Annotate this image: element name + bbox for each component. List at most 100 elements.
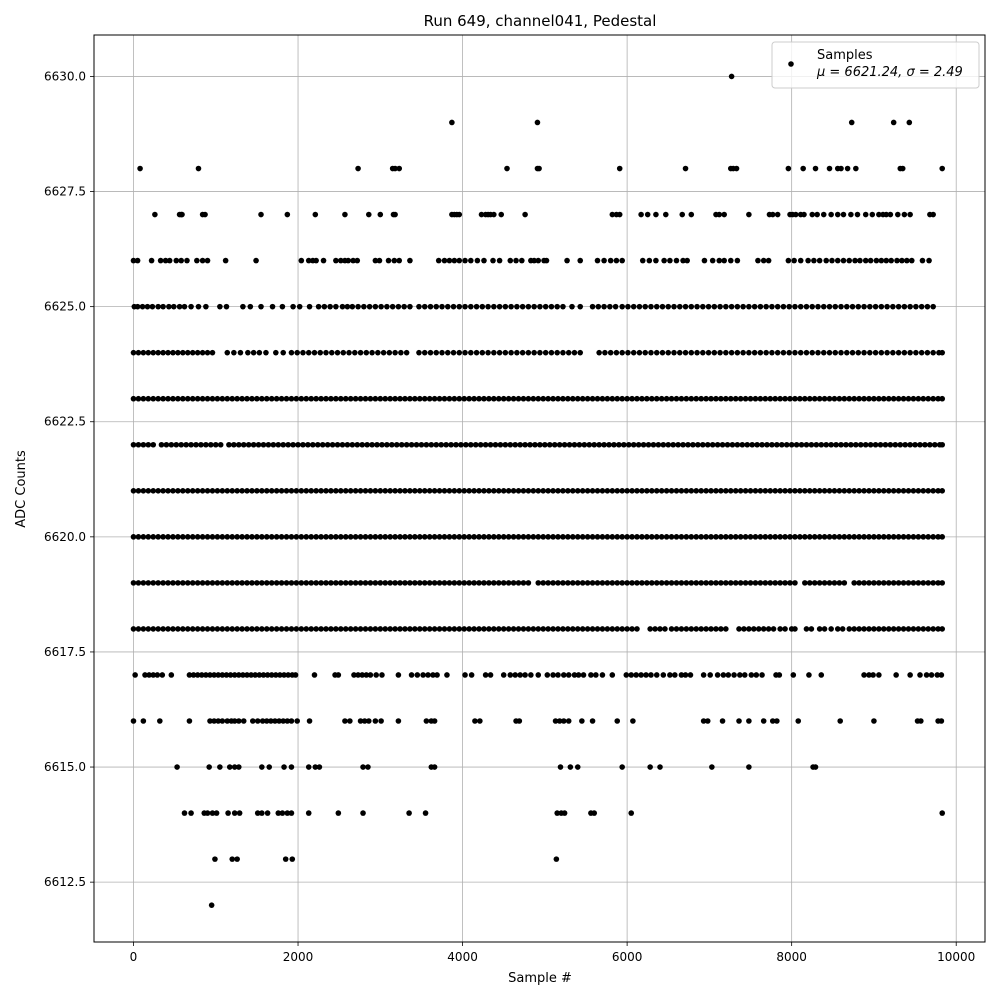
data-point xyxy=(339,303,346,310)
data-point xyxy=(468,303,474,310)
data-point xyxy=(616,211,623,218)
data-point xyxy=(194,395,201,402)
data-point xyxy=(663,580,670,586)
data-point xyxy=(471,626,477,632)
data-point xyxy=(910,395,917,402)
data-point xyxy=(471,580,477,586)
data-point xyxy=(905,488,912,494)
data-point xyxy=(662,211,669,218)
data-point xyxy=(932,441,938,448)
data-point xyxy=(277,672,283,678)
data-point xyxy=(754,441,760,448)
data-point xyxy=(361,303,367,310)
data-point xyxy=(565,349,572,356)
data-point xyxy=(800,165,806,172)
data-point xyxy=(387,534,393,540)
data-point xyxy=(522,441,528,448)
data-point xyxy=(895,395,902,402)
data-point xyxy=(682,672,689,678)
data-point xyxy=(333,257,339,264)
data-point xyxy=(444,672,450,678)
data-point xyxy=(472,718,478,724)
data-point xyxy=(468,441,474,448)
data-point xyxy=(382,395,389,402)
data-point xyxy=(263,395,270,402)
data-point xyxy=(451,488,458,494)
data-point xyxy=(283,395,290,402)
data-point xyxy=(397,626,403,632)
data-point xyxy=(803,303,810,310)
data-point xyxy=(366,303,373,310)
data-point xyxy=(535,580,542,586)
data-point xyxy=(180,349,186,356)
data-point xyxy=(145,395,152,402)
data-point xyxy=(389,303,396,310)
data-point xyxy=(189,534,196,540)
data-point xyxy=(900,534,907,540)
data-point xyxy=(802,580,808,586)
data-point xyxy=(219,580,226,586)
data-point xyxy=(611,441,617,448)
data-point xyxy=(760,718,767,724)
data-point xyxy=(234,534,240,540)
data-point xyxy=(737,672,743,678)
data-point xyxy=(866,580,872,586)
data-point xyxy=(648,349,654,356)
data-point xyxy=(662,626,668,632)
data-point xyxy=(387,580,393,586)
data-point xyxy=(416,349,422,356)
data-point xyxy=(477,441,484,448)
data-point xyxy=(649,395,655,402)
data-point xyxy=(212,856,218,862)
data-point xyxy=(792,626,798,632)
data-point xyxy=(890,534,897,540)
data-point xyxy=(861,534,867,540)
data-point xyxy=(862,441,869,448)
data-point xyxy=(423,718,430,724)
data-point xyxy=(939,165,946,172)
data-point xyxy=(684,257,690,264)
data-point xyxy=(639,580,645,586)
data-point xyxy=(285,672,291,678)
data-point xyxy=(639,395,645,402)
data-point xyxy=(224,580,231,586)
data-point xyxy=(838,303,844,310)
data-point xyxy=(344,303,351,310)
data-point xyxy=(752,580,759,586)
data-point xyxy=(601,441,607,448)
data-point xyxy=(296,303,303,310)
data-point xyxy=(694,349,700,356)
data-point xyxy=(575,672,582,678)
data-point xyxy=(723,303,729,310)
data-point xyxy=(551,441,558,448)
data-point xyxy=(214,534,221,540)
data-point xyxy=(466,395,472,402)
data-point xyxy=(204,257,211,264)
data-point xyxy=(782,395,788,402)
data-point xyxy=(653,349,660,356)
data-point xyxy=(219,718,226,724)
data-point xyxy=(625,349,631,356)
data-point xyxy=(496,257,503,264)
data-point xyxy=(408,441,415,448)
data-point xyxy=(481,626,487,632)
data-point xyxy=(672,672,678,678)
data-point xyxy=(698,534,704,540)
data-point xyxy=(821,626,828,632)
data-point xyxy=(498,211,505,218)
legend-box xyxy=(771,41,980,89)
data-point xyxy=(857,441,864,448)
data-point xyxy=(319,441,326,448)
data-point xyxy=(629,534,635,540)
data-point xyxy=(170,395,176,402)
data-point xyxy=(188,810,194,816)
data-point xyxy=(765,626,772,632)
data-point xyxy=(759,441,765,448)
data-point xyxy=(443,441,449,448)
data-point xyxy=(577,303,584,310)
data-point xyxy=(855,303,862,310)
data-point xyxy=(619,257,625,264)
data-point xyxy=(774,441,780,448)
data-point xyxy=(634,626,640,632)
data-point xyxy=(741,626,747,632)
